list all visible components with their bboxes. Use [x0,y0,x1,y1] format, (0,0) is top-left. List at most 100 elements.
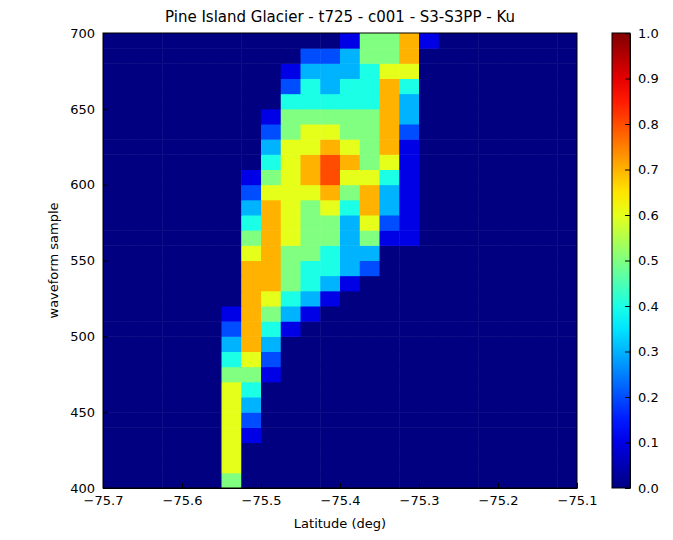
heatmap-cell [123,443,143,459]
heatmap-cell [123,352,143,368]
heatmap-cell [439,154,459,170]
heatmap-cell [340,79,360,95]
heatmap-cell [557,109,577,125]
heatmap-cell [538,336,558,352]
heatmap-cell [380,154,400,170]
heatmap-cell [459,48,479,64]
heatmap-cell [261,336,281,352]
heatmap-cell [162,473,182,488]
heatmap-cell [202,427,222,443]
heatmap-cell [162,170,182,186]
heatmap-cell [557,276,577,292]
heatmap-cell [241,412,261,428]
heatmap-cell [143,139,163,155]
heatmap-cell [281,306,301,322]
heatmap-cell [202,48,222,64]
heatmap-cell [123,109,143,125]
heatmap-cell [143,185,163,201]
heatmap-cell [320,170,340,186]
heatmap-cell [202,382,222,398]
heatmap-cell [360,109,380,125]
heatmap-cell [478,276,498,292]
heatmap-cell [261,261,281,277]
heatmap-cell [241,230,261,246]
heatmap-cell [498,154,518,170]
heatmap-cell [320,109,340,125]
colorbar-tick: 0.2 [625,390,659,405]
heatmap-cell [241,94,261,110]
heatmap-cell [202,139,222,155]
heatmap-cell [143,215,163,231]
heatmap-cell [478,261,498,277]
heatmap-cell [538,321,558,337]
heatmap-cell [261,185,281,201]
heatmap-cell [143,291,163,307]
heatmap-cell [340,443,360,459]
heatmap-cell [123,473,143,488]
heatmap-cell [419,321,439,337]
heatmap-cell [360,94,380,110]
heatmap-cell [202,443,222,459]
heatmap-cell [320,367,340,383]
heatmap-cell [459,79,479,95]
heatmap-cell [123,321,143,337]
heatmap-cell [399,109,419,125]
heatmap-cell [281,230,301,246]
colorbar-tick-label: 0.0 [638,481,659,496]
heatmap-cell [182,48,202,64]
heatmap-cell [360,33,380,49]
heatmap-cell [320,48,340,64]
heatmap-cell [478,200,498,216]
heatmap-cell [419,170,439,186]
x-axis-title: Latitude (deg) [294,516,386,531]
heatmap-cell [222,397,242,413]
heatmap-cell [143,412,163,428]
heatmap-cell [360,139,380,155]
heatmap-cell [162,33,182,49]
heatmap-cell [478,443,498,459]
heatmap-cell [261,79,281,95]
heatmap-cell [222,276,242,292]
heatmap-cell [261,63,281,79]
heatmap-cell [241,276,261,292]
heatmap-cell [380,352,400,368]
heatmap-cell [320,412,340,428]
heatmap-cell [538,124,558,140]
heatmap-cell [162,63,182,79]
heatmap-cell [103,473,123,488]
heatmap-cell [478,245,498,261]
heatmap-cell [182,291,202,307]
y-tick-mark [103,109,108,110]
heatmap-cell [320,230,340,246]
heatmap-cell [103,427,123,443]
heatmap-cell [360,170,380,186]
heatmap-cell [498,79,518,95]
heatmap-cell [478,382,498,398]
heatmap-cell [281,63,301,79]
heatmap-cell [182,412,202,428]
heatmap-cell [261,427,281,443]
heatmap-cell [202,124,222,140]
heatmap-cell [123,412,143,428]
x-tick-mark [498,483,499,488]
colorbar-tick-mark [625,79,630,80]
heatmap-cell [202,170,222,186]
heatmap-cell [498,48,518,64]
heatmap-cell [459,321,479,337]
heatmap-cell [459,382,479,398]
heatmap-cell [399,245,419,261]
heatmap-cell [281,276,301,292]
heatmap-cell [340,458,360,474]
heatmap-cell [301,230,321,246]
heatmap-cell [281,79,301,95]
heatmap-cell [498,33,518,49]
heatmap-cell [399,291,419,307]
colorbar-tick: 0.9 [625,71,659,86]
heatmap-cell [182,230,202,246]
heatmap-cell [123,185,143,201]
heatmap-cell [399,215,419,231]
heatmap-cell [202,154,222,170]
heatmap-cell [320,261,340,277]
heatmap-cell [340,170,360,186]
heatmap-cell [281,94,301,110]
